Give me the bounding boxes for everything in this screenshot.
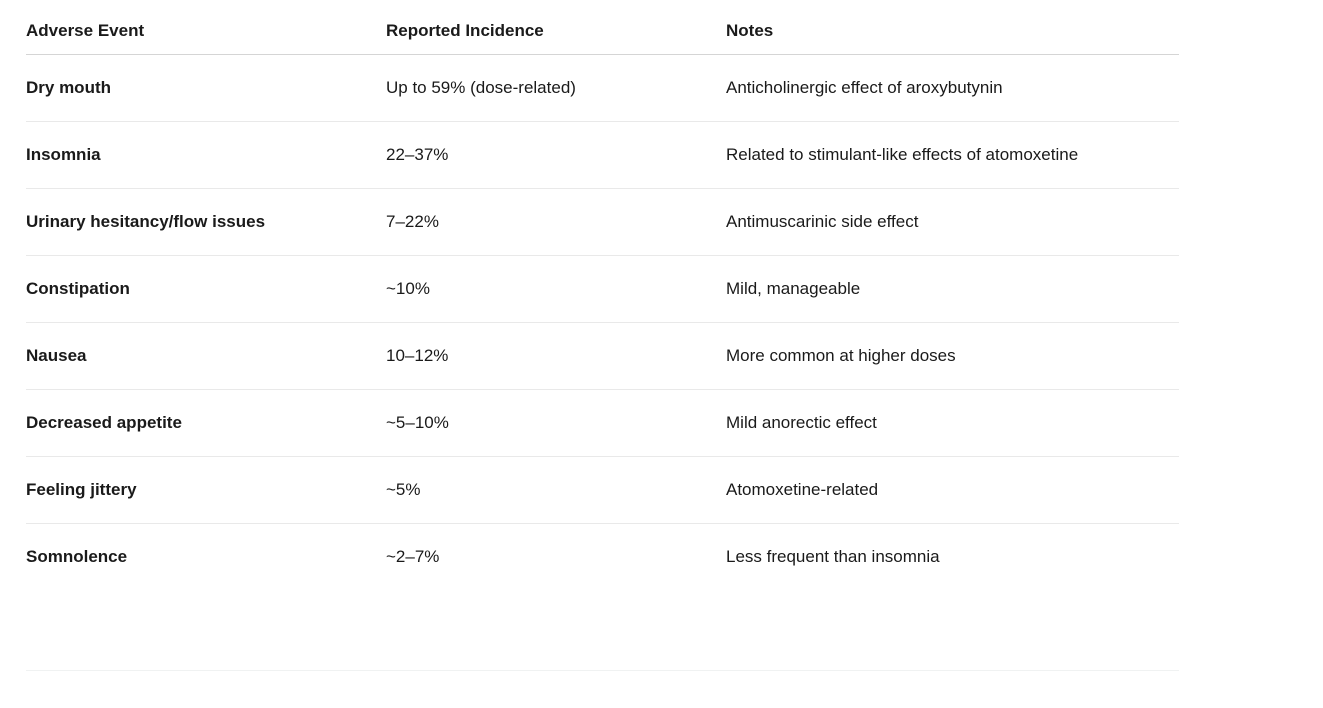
table-header-row: Adverse Event Reported Incidence Notes (26, 0, 1179, 55)
table-row: Dry mouth Up to 59% (dose-related) Antic… (26, 54, 1179, 122)
table-row: Somnolence ~2–7% Less frequent than inso… (26, 523, 1179, 590)
column-header-reported-incidence: Reported Incidence (386, 0, 726, 55)
cell-reported-incidence: Up to 59% (dose-related) (386, 54, 726, 122)
cell-notes: More common at higher doses (726, 322, 1179, 390)
cell-notes: Anticholinergic effect of aroxybutynin (726, 54, 1179, 122)
cell-notes: Mild anorectic effect (726, 389, 1179, 457)
message-divider (26, 670, 1179, 671)
cell-reported-incidence: ~5% (386, 456, 726, 524)
cell-adverse-event: Decreased appetite (26, 389, 386, 457)
cell-adverse-event: Constipation (26, 255, 386, 323)
cell-reported-incidence: 22–37% (386, 121, 726, 189)
cell-adverse-event: Insomnia (26, 121, 386, 189)
cell-reported-incidence: 7–22% (386, 188, 726, 256)
cell-notes: Related to stimulant-like effects of ato… (726, 121, 1179, 189)
adverse-events-table-container: Adverse Event Reported Incidence Notes D… (26, 0, 1179, 671)
cell-notes: Atomoxetine-related (726, 456, 1179, 524)
cell-adverse-event: Feeling jittery (26, 456, 386, 524)
table-row: Constipation ~10% Mild, manageable (26, 255, 1179, 323)
cell-adverse-event: Dry mouth (26, 54, 386, 122)
table-row: Urinary hesitancy/flow issues 7–22% Anti… (26, 188, 1179, 256)
table-body: Dry mouth Up to 59% (dose-related) Antic… (26, 54, 1179, 590)
cell-adverse-event: Somnolence (26, 546, 128, 566)
cell-adverse-event: Urinary hesitancy/flow issues (26, 188, 386, 256)
table-row: Feeling jittery ~5% Atomoxetine-related (26, 456, 1179, 524)
cell-adverse-event: Nausea (26, 322, 386, 390)
cell-notes: Less frequent than insomnia (726, 546, 940, 566)
table-row: Insomnia 22–37% Related to stimulant-lik… (26, 121, 1179, 189)
cell-reported-incidence: ~5–10% (386, 389, 726, 457)
cell-reported-incidence: ~10% (386, 255, 726, 323)
cell-notes: Mild, manageable (726, 255, 1179, 323)
table-row: Decreased appetite ~5–10% Mild anorectic… (26, 389, 1179, 457)
cell-reported-incidence: 10–12% (386, 322, 726, 390)
adverse-events-table: Adverse Event Reported Incidence Notes D… (26, 0, 1179, 590)
table-row: Nausea 10–12% More common at higher dose… (26, 322, 1179, 390)
column-header-notes: Notes (726, 0, 1179, 55)
cell-notes: Antimuscarinic side effect (726, 188, 1179, 256)
cell-reported-incidence: ~2–7% (386, 546, 440, 566)
column-header-adverse-event: Adverse Event (26, 0, 386, 55)
